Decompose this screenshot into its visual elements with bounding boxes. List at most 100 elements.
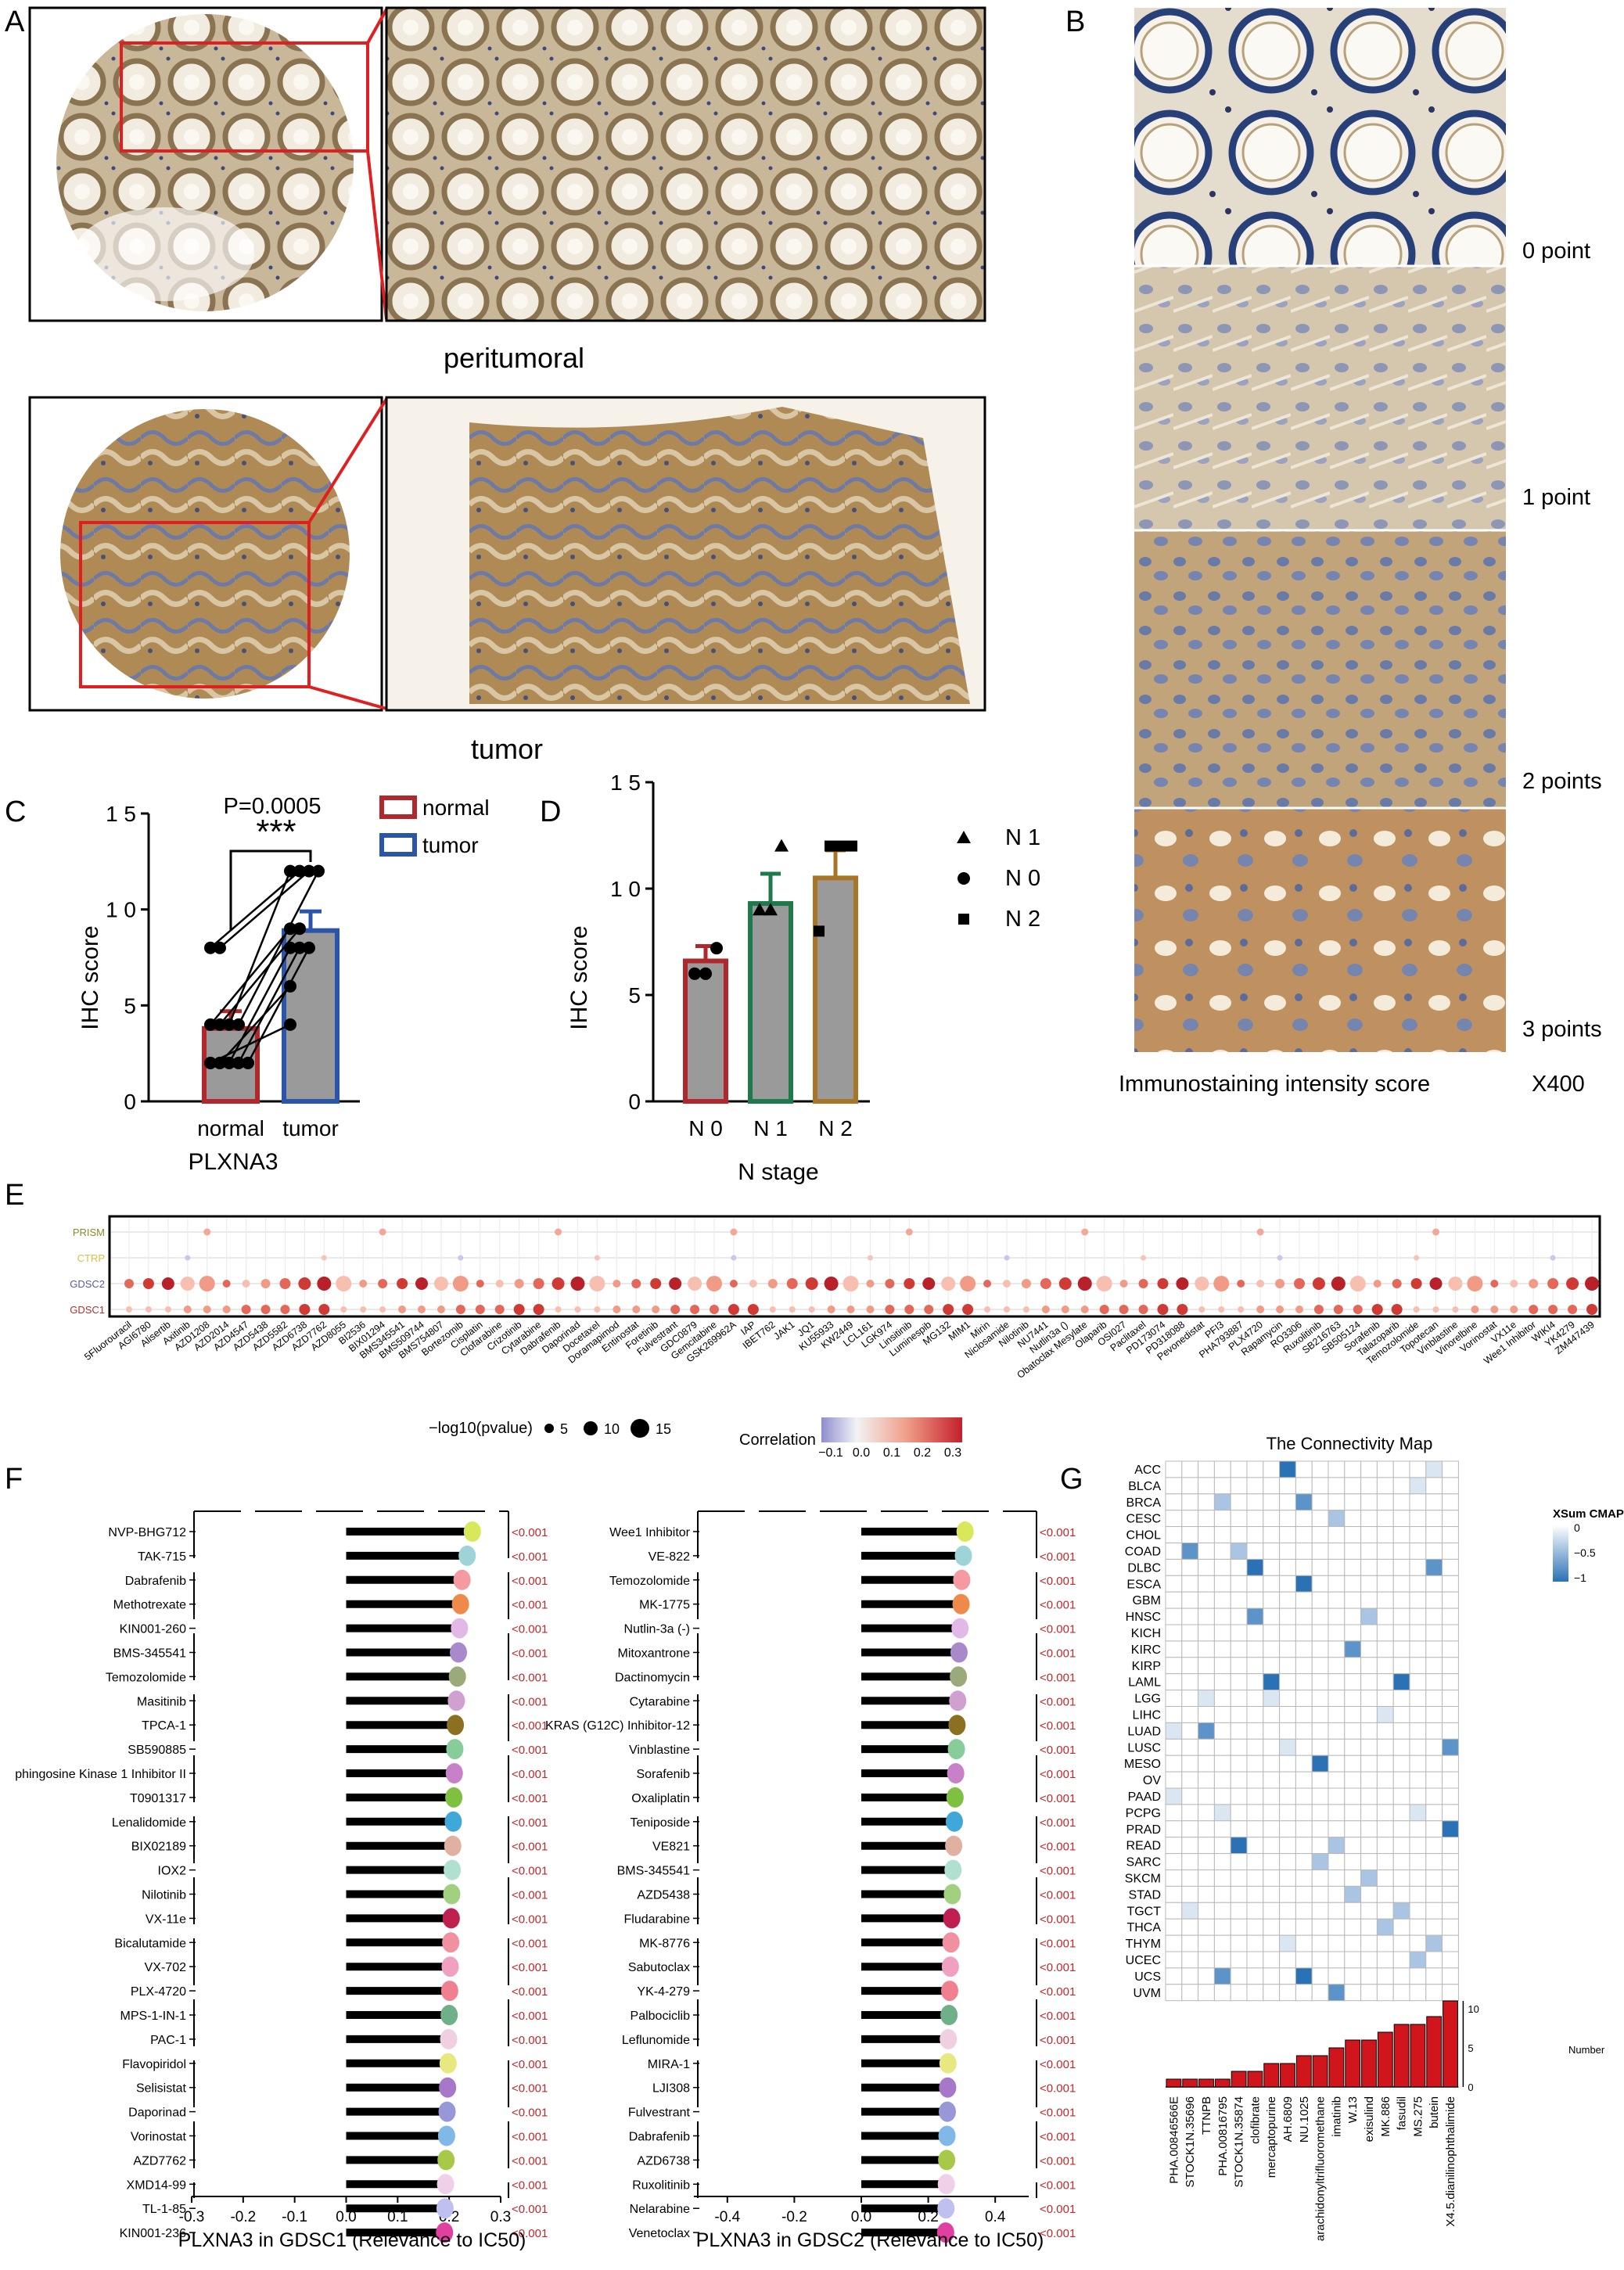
g-cell bbox=[1246, 1885, 1264, 1903]
g-cell bbox=[1246, 1477, 1264, 1495]
g-cell bbox=[1198, 1771, 1215, 1789]
g-cell bbox=[1181, 1755, 1199, 1773]
g-cell bbox=[1279, 1837, 1296, 1855]
e-dot-gdsc2 bbox=[749, 1280, 757, 1288]
e-dot-gdsc1 bbox=[418, 1306, 426, 1313]
f-drug-label: KRAS (G12C) Inhibitor-12 bbox=[545, 1719, 690, 1733]
g-cell bbox=[1409, 1738, 1427, 1756]
g-cell bbox=[1198, 1558, 1215, 1576]
f-drug-label: Bicalutamide bbox=[114, 1937, 186, 1950]
f-drug-label: Selisistat bbox=[136, 2082, 187, 2096]
f-pvalue-label: <0.001 bbox=[512, 2227, 548, 2240]
g-cell bbox=[1442, 1771, 1459, 1789]
g-cell bbox=[1328, 1738, 1346, 1756]
g-cell bbox=[1295, 1853, 1313, 1871]
f-drug-label: MK-1775 bbox=[639, 1599, 690, 1612]
g-cell bbox=[1165, 1690, 1183, 1708]
g-cell bbox=[1425, 1558, 1443, 1576]
g-cell bbox=[1165, 1837, 1183, 1855]
e-dot-gdsc2 bbox=[589, 1276, 605, 1291]
g-cell bbox=[1360, 1738, 1378, 1756]
g-cell bbox=[1425, 1853, 1443, 1871]
g-cell bbox=[1425, 1543, 1443, 1560]
g-cell bbox=[1344, 1558, 1362, 1576]
g-cell bbox=[1230, 1951, 1248, 1969]
f-drug-label: KIN001-236 bbox=[120, 2227, 186, 2240]
g-cell bbox=[1376, 1690, 1394, 1708]
panel-letter-e: E bbox=[5, 1179, 24, 1212]
g-cell bbox=[1344, 1787, 1362, 1805]
g-cell bbox=[1392, 1934, 1410, 1952]
g-cell bbox=[1230, 1640, 1248, 1658]
g-col-label: mercaptopurine bbox=[1265, 2096, 1278, 2178]
e-dot-gdsc2 bbox=[452, 1276, 469, 1291]
g-cell bbox=[1230, 1787, 1248, 1805]
e-dot-gdsc1 bbox=[1586, 1304, 1597, 1315]
g-cell bbox=[1279, 1543, 1296, 1560]
f-lollipop-head bbox=[942, 1932, 960, 1953]
g-cell bbox=[1376, 1771, 1394, 1789]
g-cell bbox=[1311, 1460, 1329, 1478]
score-3-image bbox=[1134, 808, 1506, 1052]
g-col-label: NU.1025 bbox=[1298, 2096, 1311, 2142]
e-dot-gdsc2 bbox=[124, 1279, 134, 1288]
g-cell bbox=[1376, 1967, 1394, 1985]
g-cell bbox=[1392, 1575, 1410, 1593]
e-dot-gdsc1 bbox=[962, 1304, 974, 1315]
g-cell bbox=[1409, 1510, 1427, 1528]
g-cell bbox=[1425, 1984, 1443, 2002]
d-legend-marker bbox=[958, 914, 969, 925]
g-row-label: LUSC bbox=[1127, 1741, 1161, 1755]
f-pvalue-label: <0.001 bbox=[1040, 1865, 1076, 1878]
score-1-label: 1 point bbox=[1522, 485, 1590, 510]
g-cell bbox=[1279, 1526, 1296, 1543]
f-lollipop-head bbox=[439, 2053, 457, 2074]
g-cell bbox=[1328, 1804, 1346, 1822]
e-dot-ctrp bbox=[185, 1255, 191, 1261]
g-cell bbox=[1213, 1706, 1231, 1723]
g-cell bbox=[1328, 1837, 1346, 1855]
c-pair-line bbox=[210, 928, 291, 1025]
g-bar bbox=[1280, 2063, 1295, 2088]
g-cell bbox=[1392, 1460, 1410, 1478]
f-pvalue-label: <0.001 bbox=[1040, 1599, 1076, 1612]
g-cell bbox=[1409, 1558, 1427, 1576]
f-drug-label: BIX02189 bbox=[131, 1841, 186, 1854]
g-cell bbox=[1230, 1510, 1248, 1528]
g-cell bbox=[1230, 1853, 1248, 1871]
g-cell bbox=[1246, 1967, 1264, 1985]
f-pvalue-label: <0.001 bbox=[1040, 1526, 1076, 1539]
f-xtick-label: -0.4 bbox=[714, 2209, 740, 2225]
e-dot-gdsc2 bbox=[1119, 1280, 1128, 1288]
g-cell bbox=[1360, 1787, 1378, 1805]
g-cell bbox=[1360, 1951, 1378, 1969]
g-cell bbox=[1442, 1885, 1459, 1903]
g-cell bbox=[1279, 1934, 1296, 1952]
c-point-tumor bbox=[312, 864, 325, 878]
g-row-label: LUAD bbox=[1127, 1725, 1161, 1738]
g-cell bbox=[1246, 1510, 1264, 1528]
g-cell bbox=[1344, 1477, 1362, 1495]
g-cell bbox=[1165, 1575, 1183, 1593]
g-cell bbox=[1328, 1575, 1346, 1593]
g-cell bbox=[1213, 1673, 1231, 1691]
c-xtick-label: normal bbox=[197, 1116, 264, 1140]
g-cell bbox=[1328, 1706, 1346, 1723]
f-drug-label: XMD14-99 bbox=[127, 2178, 187, 2192]
f-drug-label: T0901317 bbox=[130, 1792, 186, 1805]
g-cell bbox=[1425, 1493, 1443, 1511]
g-row-label: BLCA bbox=[1128, 1480, 1161, 1493]
c-point-normal bbox=[223, 1018, 235, 1031]
f-lollipop-head bbox=[938, 2101, 956, 2122]
e-dot-gdsc2 bbox=[1547, 1278, 1559, 1289]
d-legend-label: N 2 bbox=[1005, 907, 1040, 932]
e-dot-gdsc2 bbox=[1176, 1277, 1189, 1290]
e-dot-gdsc1 bbox=[1471, 1306, 1479, 1313]
g-cell bbox=[1198, 1967, 1215, 1985]
f-drug-label: Fulvestrant bbox=[628, 2107, 691, 2120]
g-bar bbox=[1166, 2078, 1182, 2088]
f-pvalue-label: <0.001 bbox=[1040, 2131, 1076, 2144]
e-dot-gdsc2 bbox=[631, 1279, 641, 1288]
g-cell bbox=[1376, 1607, 1394, 1625]
g-cell bbox=[1263, 1526, 1281, 1543]
